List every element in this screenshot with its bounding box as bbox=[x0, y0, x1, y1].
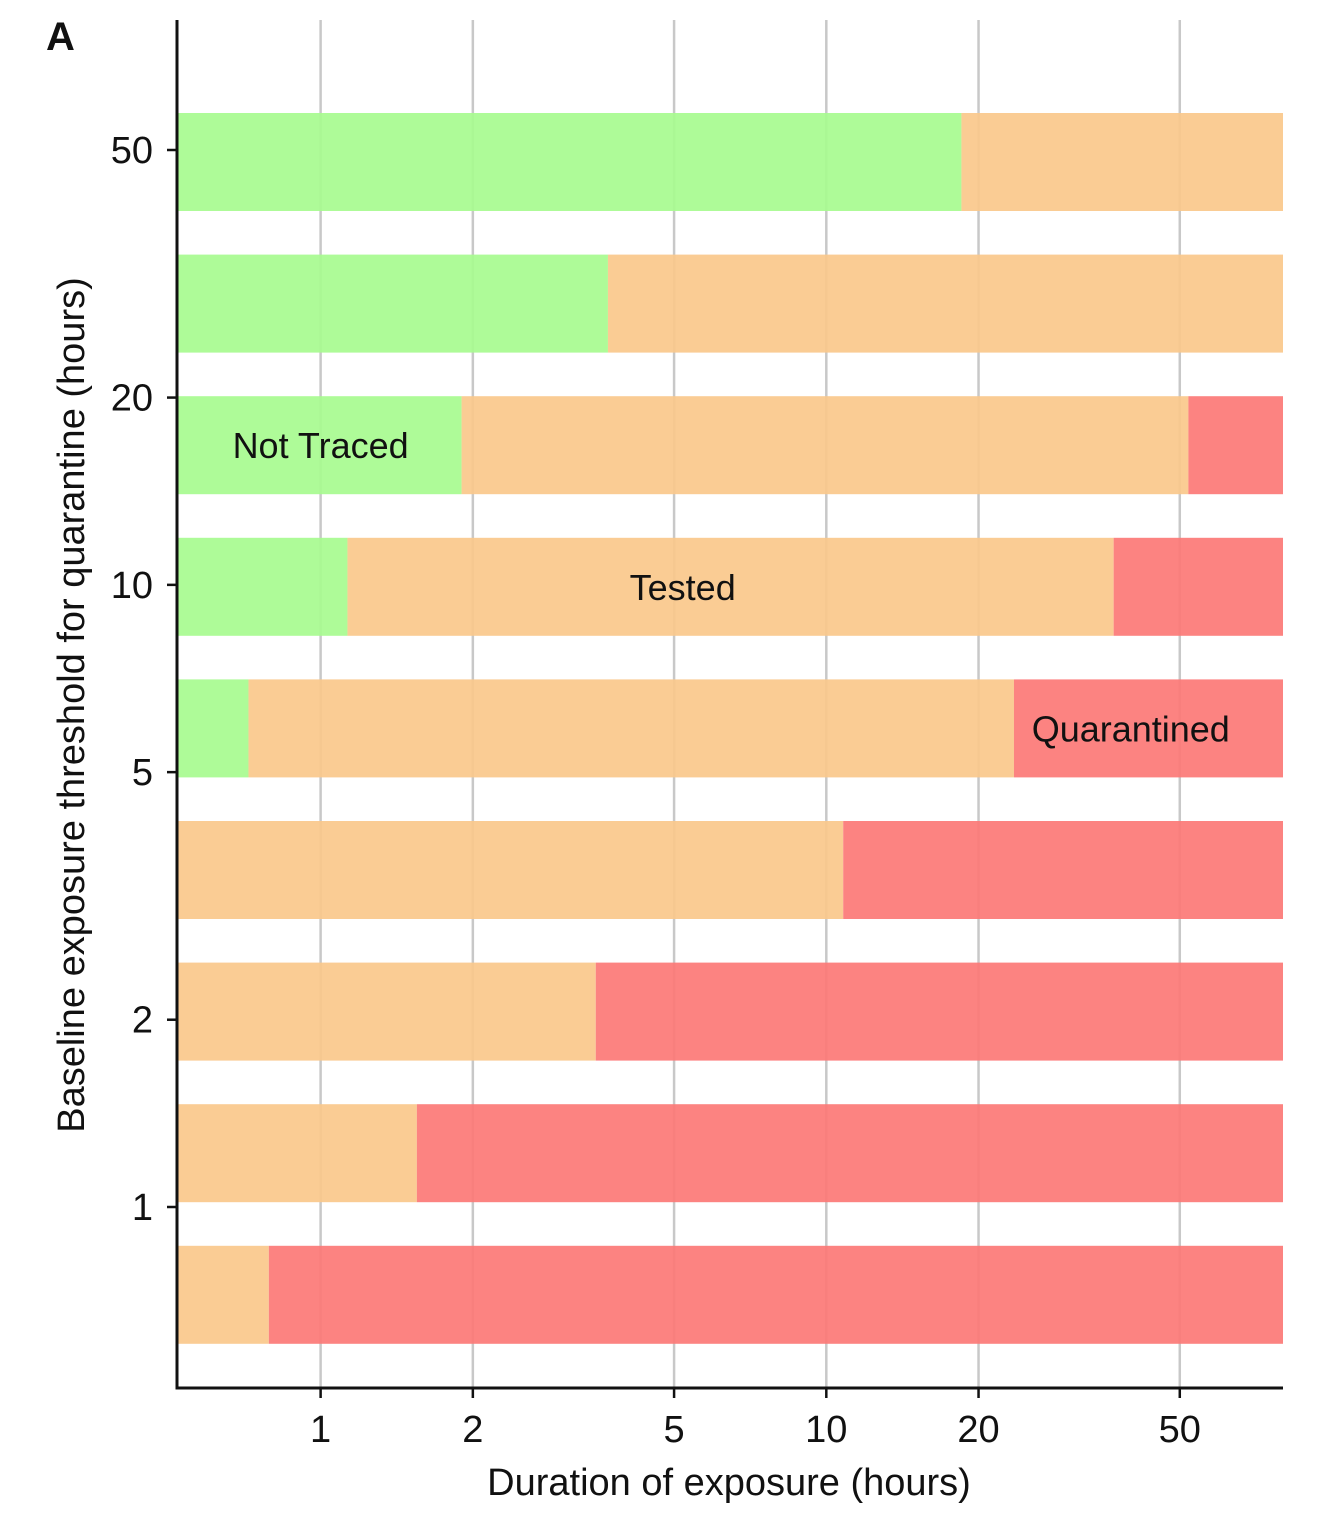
x-tick-label: 1 bbox=[310, 1409, 331, 1451]
bar-tested bbox=[177, 962, 596, 1061]
annotations: Not Traced Tested Quarantined bbox=[233, 425, 1230, 749]
x-axis-label: Duration of exposure (hours) bbox=[487, 1462, 971, 1504]
x-tick-label: 10 bbox=[805, 1409, 847, 1451]
x-tick-label: 20 bbox=[957, 1409, 999, 1451]
bars bbox=[177, 113, 1284, 1344]
x-tick-label: 5 bbox=[664, 1409, 685, 1451]
bar-tested bbox=[248, 679, 1014, 778]
bar-tested bbox=[177, 1245, 269, 1344]
bar-tested bbox=[177, 1104, 417, 1203]
bar-quarantined bbox=[1113, 537, 1283, 636]
axes: 1 2 5 10 20 50 1 2 5 10 20 50 bbox=[111, 20, 1283, 1451]
bar-tested bbox=[961, 113, 1283, 211]
bar-not-traced bbox=[177, 537, 348, 636]
bar-tested bbox=[347, 537, 1114, 636]
bar-quarantined bbox=[1013, 679, 1283, 778]
y-tick-label: 20 bbox=[111, 378, 153, 420]
bar-quarantined bbox=[1188, 396, 1283, 495]
region-label: Tested bbox=[630, 567, 736, 608]
panel-label: A bbox=[46, 15, 75, 59]
bar-not-traced bbox=[177, 254, 608, 353]
bar-not-traced bbox=[177, 113, 962, 211]
y-axis-label: Baseline exposure threshold for quaranti… bbox=[51, 277, 93, 1133]
bar-not-traced bbox=[177, 396, 462, 495]
region-label: Not Traced bbox=[233, 425, 409, 466]
bar-quarantined bbox=[268, 1245, 1283, 1344]
bar-quarantined bbox=[416, 1104, 1284, 1203]
y-tick-label: 1 bbox=[132, 1187, 153, 1229]
bar-not-traced bbox=[177, 679, 249, 778]
y-tick-label: 5 bbox=[132, 752, 153, 794]
bar-quarantined bbox=[843, 821, 1283, 919]
bar-quarantined bbox=[595, 962, 1283, 1061]
y-tick-label: 2 bbox=[132, 1000, 153, 1042]
bar-tested bbox=[177, 821, 844, 919]
bar-tested bbox=[607, 254, 1283, 353]
region-label: Quarantined bbox=[1032, 708, 1230, 749]
y-tick-label: 50 bbox=[111, 130, 153, 172]
x-tick-label: 2 bbox=[462, 1409, 483, 1451]
bar-tested bbox=[461, 396, 1189, 495]
x-tick-label: 50 bbox=[1159, 1409, 1201, 1451]
y-tick-label: 10 bbox=[111, 565, 153, 607]
